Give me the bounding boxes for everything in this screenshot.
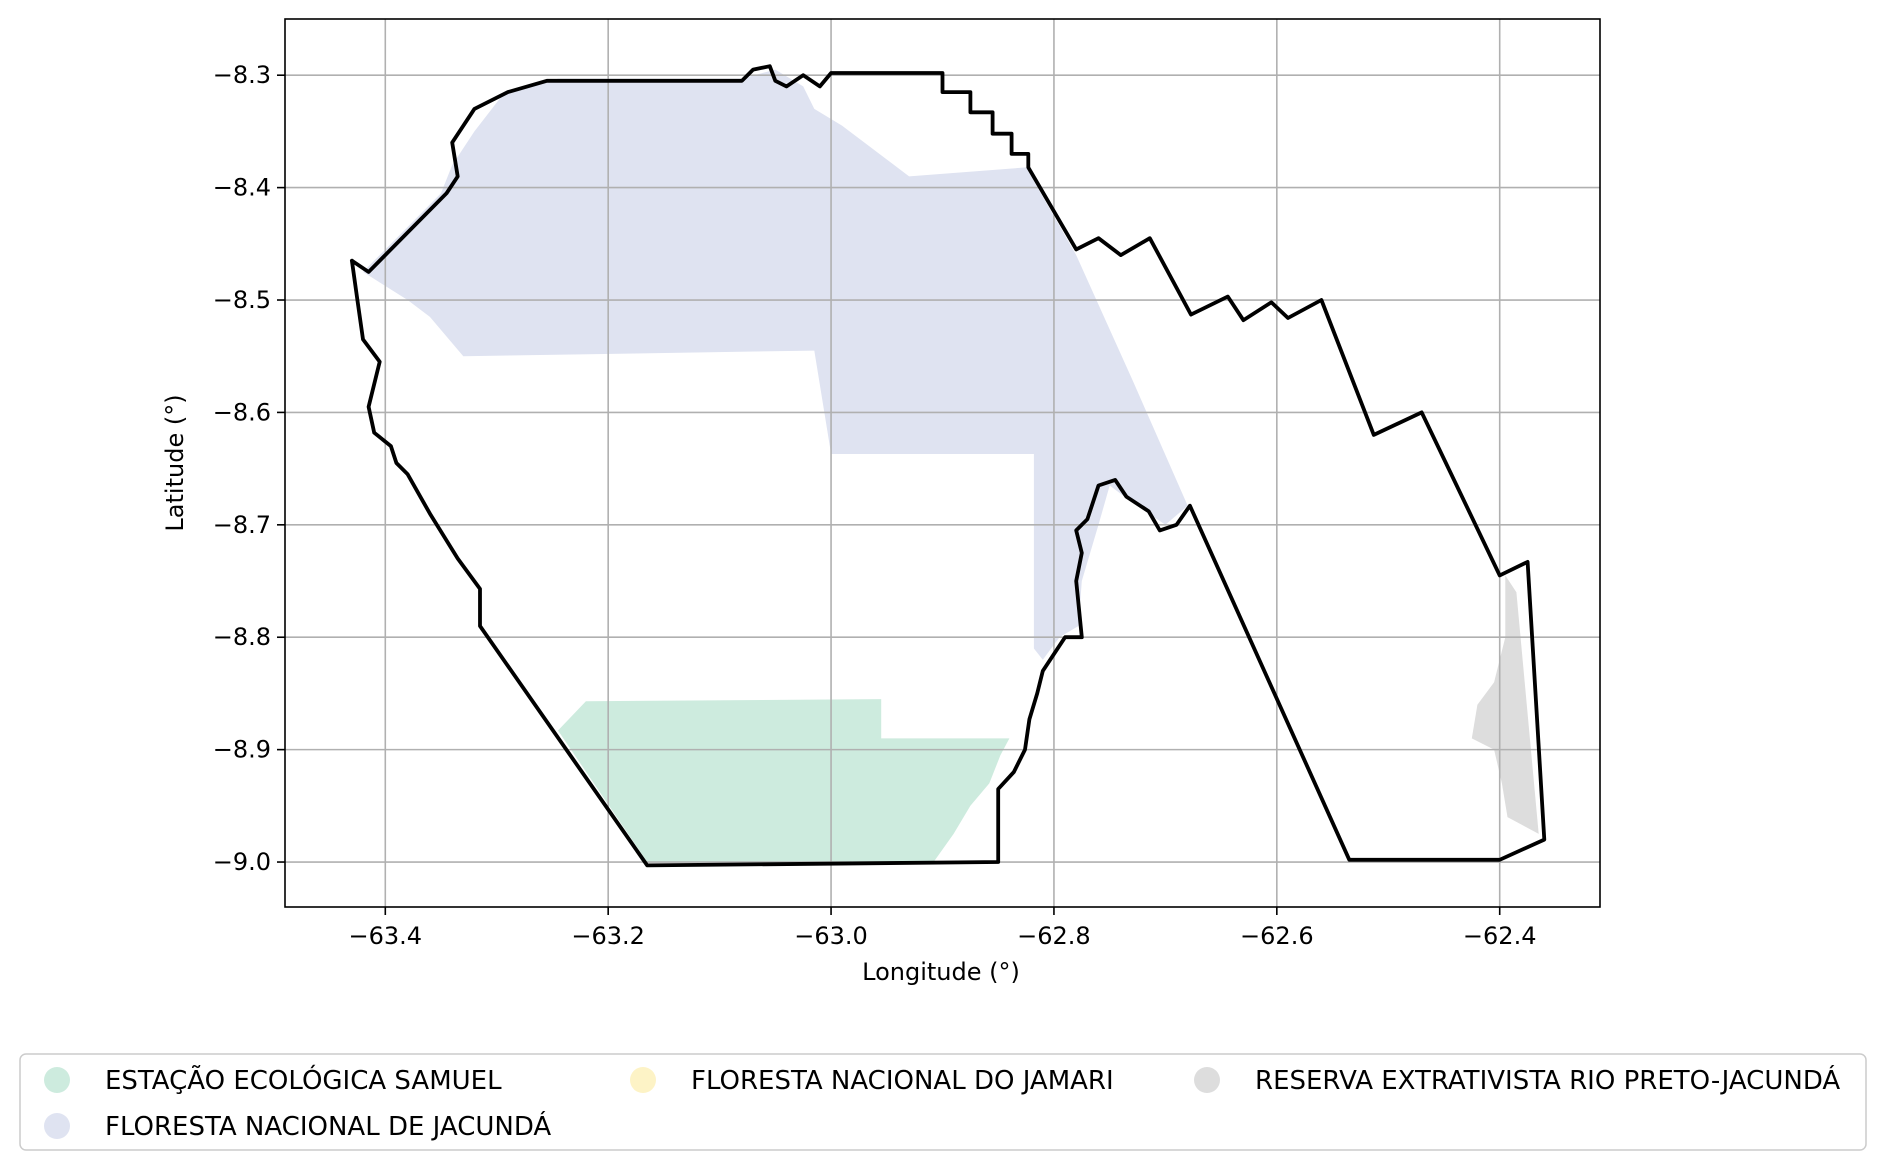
legend-label-floresta-jacunda: FLORESTA NACIONAL DE JACUNDÁ	[105, 1110, 551, 1142]
axes-frame	[284, 18, 1601, 908]
y-tick-label: −8.3	[213, 61, 271, 89]
area-reserva-extrativista-rio-preto-jacunda	[1471, 575, 1539, 834]
municipality-boundary-layer	[349, 64, 1547, 868]
y-tick-label: −8.8	[213, 623, 271, 651]
legend-swatch-reserva-rio-preto	[1194, 1067, 1220, 1093]
x-tick-label: −62.8	[1017, 922, 1091, 950]
legend-swatch-floresta-jamari	[630, 1067, 656, 1093]
y-tick-label: −8.4	[213, 174, 271, 202]
legend-label-floresta-jamari: FLORESTA NACIONAL DO JAMARI	[691, 1066, 1114, 1096]
legend-label-estacao-samuel: ESTAÇÃO ECOLÓGICA SAMUEL	[105, 1064, 502, 1096]
x-tick-label: −62.6	[1240, 922, 1314, 950]
legend-label-reserva-rio-preto: RESERVA EXTRATIVISTA RIO PRETO-JACUNDÁ	[1255, 1064, 1840, 1096]
x-tick-label: −63.0	[794, 922, 868, 950]
area-estacao-ecologica-samuel	[558, 699, 1010, 862]
legend-swatch-estacao-samuel	[44, 1067, 70, 1093]
x-tick-label: −62.4	[1463, 922, 1537, 950]
x-tick-label: −63.4	[349, 922, 423, 950]
y-axis-title: Latitude (°)	[161, 394, 189, 531]
legend-frame	[19, 1053, 1867, 1151]
area-floresta-nacional-de-jacunda	[363, 69, 1188, 660]
y-tick-label: −8.5	[213, 286, 271, 314]
legend: ESTAÇÃO ECOLÓGICA SAMUEL FLORESTA NACION…	[19, 1053, 1867, 1151]
y-tick-label: −8.6	[213, 398, 271, 426]
x-tick-label: −63.2	[571, 922, 645, 950]
y-tick-label: −8.7	[213, 511, 271, 539]
municipality-boundary	[349, 64, 1547, 868]
legend-swatch-floresta-jacunda	[44, 1113, 70, 1139]
protected-areas-layer	[363, 69, 1539, 862]
y-tick-label: −8.9	[213, 736, 271, 764]
axis-ticks: −63.4 −63.2 −63.0 −62.8 −62.6 −62.4 −8.3 −8.4 −8…	[213, 61, 1537, 950]
map-axes: −63.4 −63.2 −63.0 −62.8 −62.6 −62.4 −8.3 −8.4 −8…	[161, 18, 1601, 986]
y-tick-label: −9.0	[213, 848, 271, 876]
x-axis-title: Longitude (°)	[862, 958, 1020, 986]
